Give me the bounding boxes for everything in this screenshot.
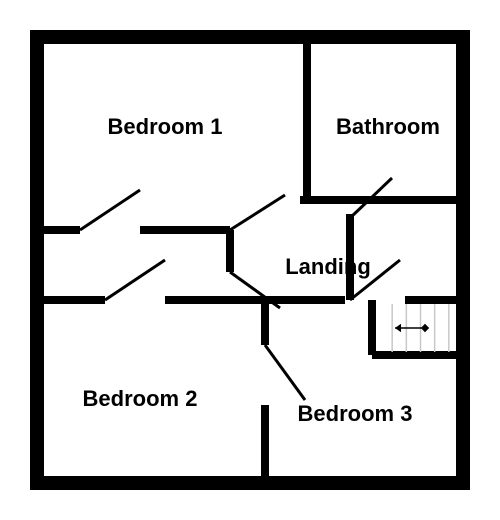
room-label-landing: Landing bbox=[285, 254, 371, 279]
door-arc bbox=[105, 260, 165, 300]
floor-plan-diagram: Bedroom 1 Bathroom Landing Bedroom 2 Bedroom… bbox=[0, 0, 500, 520]
room-label-bedroom-1: Bedroom 1 bbox=[108, 114, 223, 139]
stairs bbox=[392, 304, 449, 352]
door-arc bbox=[80, 190, 140, 230]
door-arc bbox=[265, 345, 305, 400]
room-label-bathroom: Bathroom bbox=[336, 114, 440, 139]
room-label-bedroom-2: Bedroom 2 bbox=[83, 386, 198, 411]
stair-arrow-origin-icon bbox=[421, 324, 429, 332]
door-arc bbox=[230, 195, 285, 230]
room-label-bedroom-3: Bedroom 3 bbox=[298, 401, 413, 426]
stair-arrow-head-icon bbox=[395, 324, 401, 332]
